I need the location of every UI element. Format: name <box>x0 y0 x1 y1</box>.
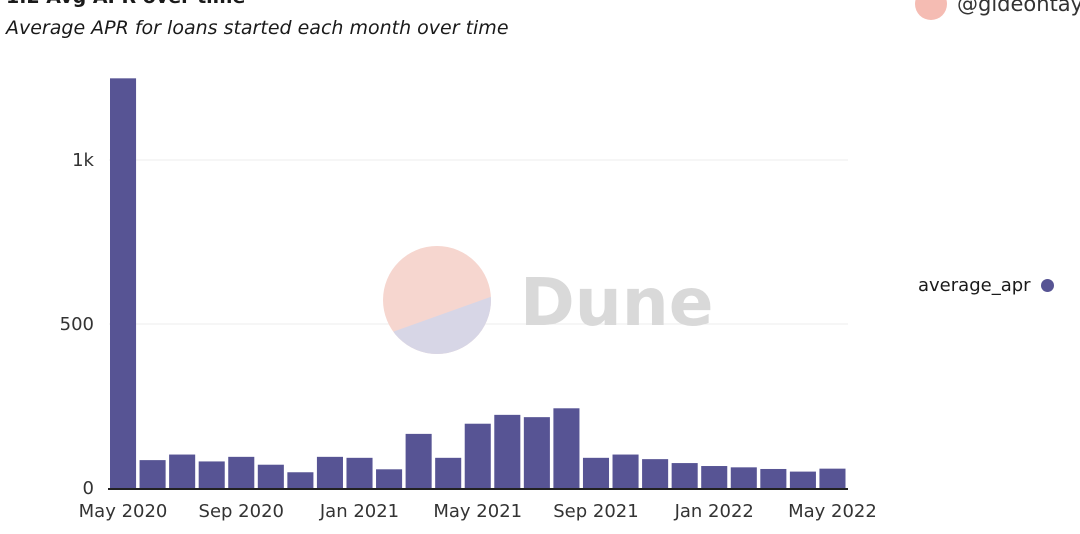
x-tick-label: Jan 2021 <box>319 501 399 522</box>
legend-label: average_apr <box>918 275 1031 296</box>
legend-dot-icon <box>1040 279 1054 292</box>
legend[interactable]: average_apr <box>918 275 1054 296</box>
bar[interactable] <box>642 459 669 488</box>
x-tick-label: Sep 2021 <box>553 501 638 522</box>
bar[interactable] <box>110 78 137 488</box>
y-tick-label: 1k <box>72 150 94 171</box>
bar[interactable] <box>553 408 580 488</box>
x-tick-label: May 2022 <box>788 501 877 522</box>
y-tick-label: 0 <box>83 478 94 499</box>
bar[interactable] <box>523 417 550 488</box>
bar[interactable] <box>139 460 166 488</box>
bar[interactable] <box>169 454 196 488</box>
x-tick-label: May 2020 <box>79 501 168 522</box>
chart-title: 1.2 Avg APR over time <box>6 0 245 8</box>
author-name: @gideontay <box>957 0 1080 16</box>
x-tick-label: Jan 2022 <box>674 501 754 522</box>
bar[interactable] <box>671 463 698 488</box>
bar[interactable] <box>701 466 728 488</box>
bar[interactable] <box>198 461 225 488</box>
x-tick-label: May 2021 <box>433 501 522 522</box>
bar[interactable] <box>228 456 255 488</box>
dune-watermark: Dune <box>383 246 714 354</box>
watermark-text: Dune <box>520 264 714 341</box>
bar[interactable] <box>435 457 462 488</box>
bar[interactable] <box>789 471 816 488</box>
bar[interactable] <box>316 456 343 488</box>
bar[interactable] <box>405 433 432 488</box>
x-tick-label: Sep 2020 <box>199 501 284 522</box>
chart-subtitle: Average APR for loans started each month… <box>6 17 509 39</box>
bar[interactable] <box>760 468 787 488</box>
bar[interactable] <box>376 469 403 488</box>
avatar <box>915 0 947 20</box>
bar[interactable] <box>582 457 610 488</box>
bar[interactable] <box>730 467 757 488</box>
y-tick-label: 500 <box>60 314 94 335</box>
bar[interactable] <box>257 464 284 488</box>
bar[interactable] <box>464 423 491 488</box>
bar[interactable] <box>287 472 314 488</box>
bar[interactable] <box>819 468 846 488</box>
author-badge[interactable]: @gideontay <box>915 0 1080 20</box>
bar[interactable] <box>612 454 639 488</box>
bar[interactable] <box>346 457 373 488</box>
bar[interactable] <box>494 414 521 488</box>
